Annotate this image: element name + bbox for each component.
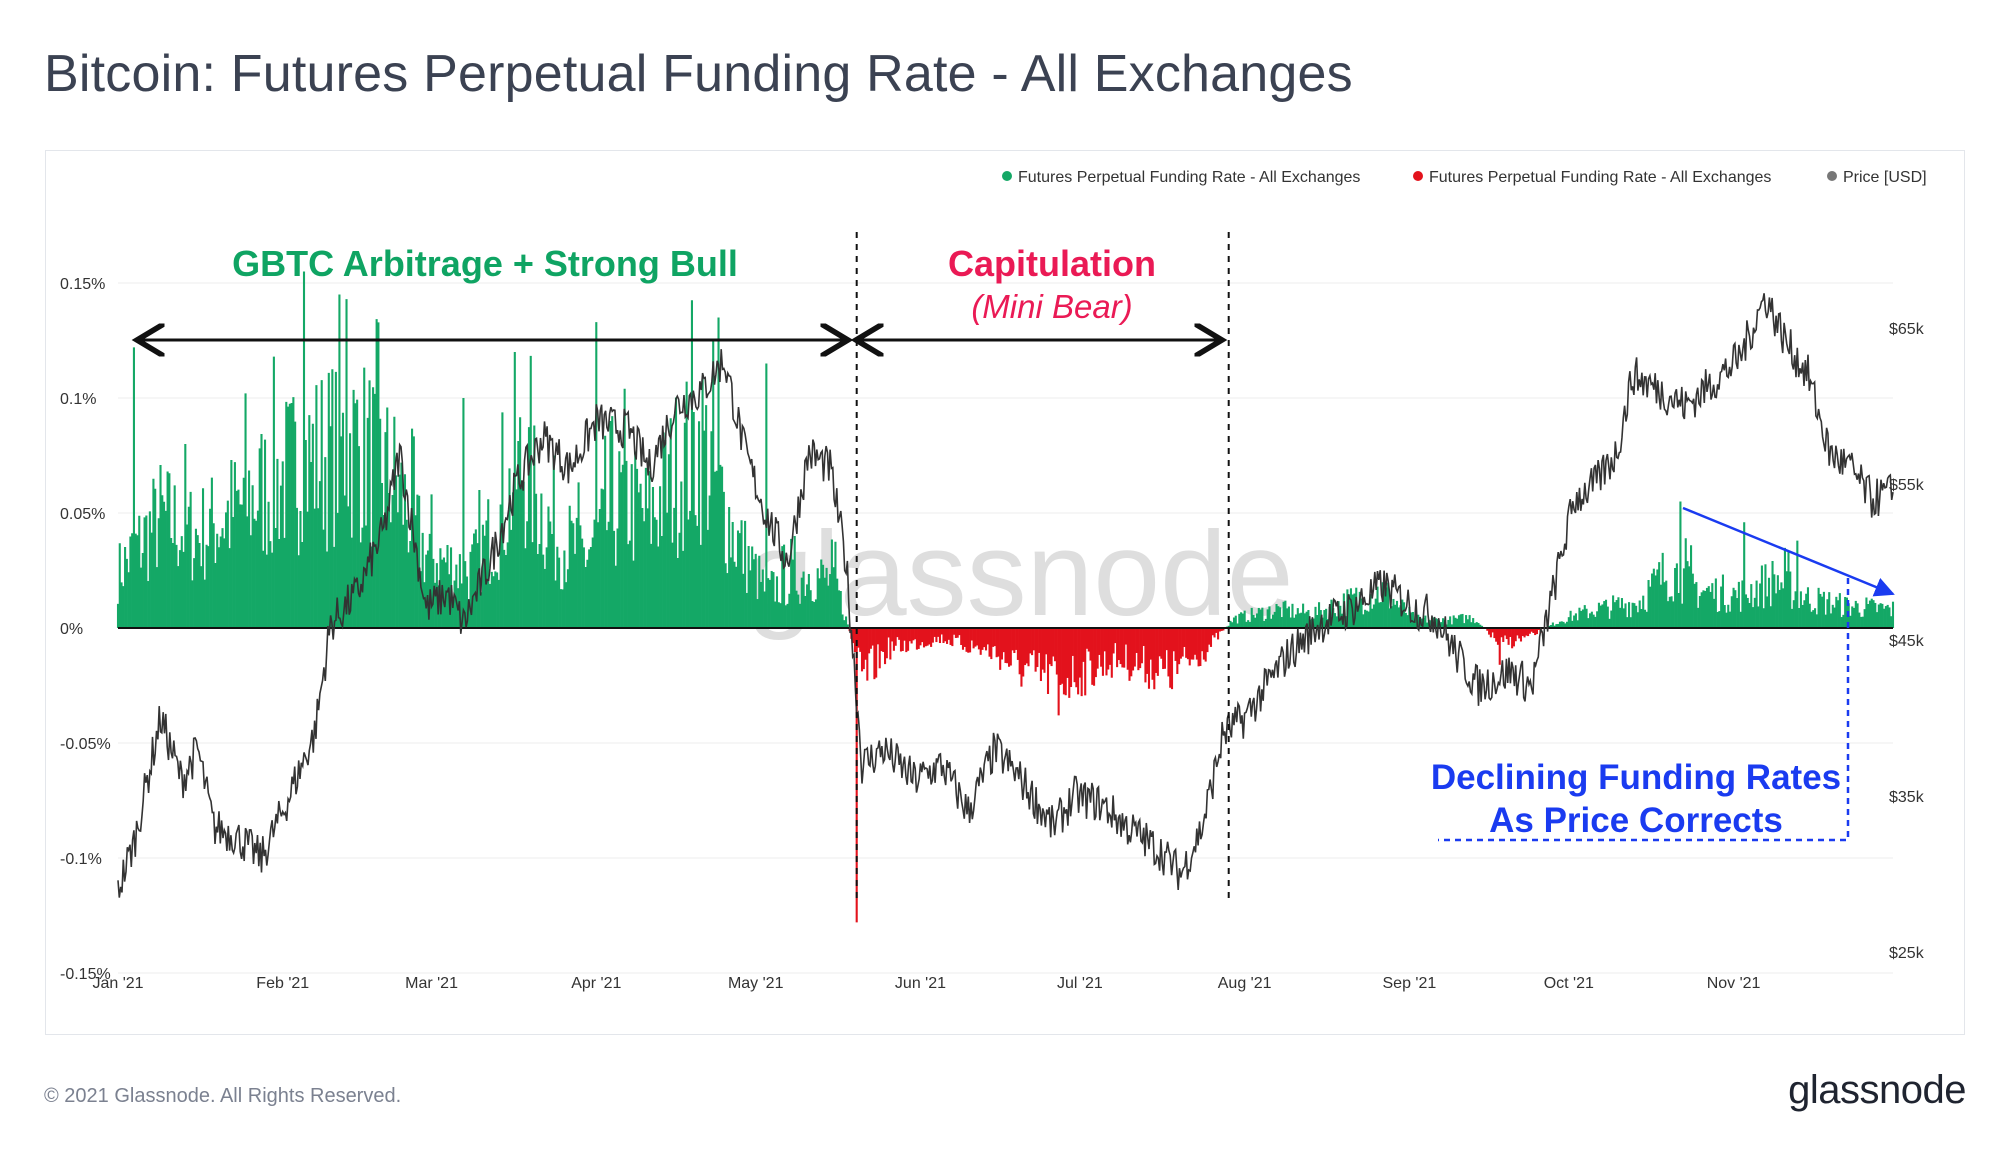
declining-trend-arrow xyxy=(1682,506,1895,597)
left-axis: 0.15% 0.1% 0.05% 0% -0.05% -0.1% -0.15% xyxy=(60,276,111,983)
declining-annotation-line1: Declining Funding Rates xyxy=(1431,758,1841,797)
left-tick-label: 0.1% xyxy=(60,391,96,408)
x-tick-label: Oct '21 xyxy=(1544,975,1594,992)
gbtc-annotation: GBTC Arbitrage + Strong Bull xyxy=(232,243,738,284)
brand-logo: glassnode xyxy=(1788,1068,1966,1112)
legend-marker-positive xyxy=(1002,171,1012,181)
right-tick-label: $35k xyxy=(1889,789,1925,806)
x-tick-label: Jul '21 xyxy=(1057,975,1103,992)
funding-bars xyxy=(116,271,1895,923)
mini-bear-annotation: (Mini Bear) xyxy=(971,288,1132,325)
x-tick-label: Mar '21 xyxy=(405,975,458,992)
page-title: Bitcoin: Futures Perpetual Funding Rate … xyxy=(44,45,1353,103)
x-tick-label: May '21 xyxy=(728,975,784,992)
gridlines xyxy=(118,282,1893,974)
left-tick-label: -0.05% xyxy=(60,736,111,753)
legend: Futures Perpetual Funding Rate - All Exc… xyxy=(1002,169,1927,186)
x-tick-label: Aug '21 xyxy=(1218,975,1272,992)
copyright-footer: © 2021 Glassnode. All Rights Reserved. xyxy=(44,1085,402,1107)
right-axis: $65k $55k $45k $35k $25k xyxy=(1889,321,1925,962)
left-tick-label: 0.05% xyxy=(60,506,105,523)
chart-panel xyxy=(45,150,1965,1035)
legend-marker-negative xyxy=(1413,171,1423,181)
price-line xyxy=(117,293,1894,898)
x-tick-label: Jan '21 xyxy=(92,975,143,992)
legend-label-negative: Futures Perpetual Funding Rate - All Exc… xyxy=(1429,169,1771,186)
legend-label-positive: Futures Perpetual Funding Rate - All Exc… xyxy=(1018,169,1360,186)
x-axis: Jan '21 Feb '21 Mar '21 Apr '21 May '21 Jun '… xyxy=(92,975,1760,992)
x-tick-label: Feb '21 xyxy=(256,975,309,992)
x-tick-label: Jun '21 xyxy=(895,975,946,992)
right-tick-label: $55k xyxy=(1889,477,1925,494)
left-tick-label: 0.15% xyxy=(60,276,105,293)
legend-marker-price xyxy=(1827,171,1837,181)
left-tick-label: 0% xyxy=(60,621,83,638)
x-tick-label: Sep '21 xyxy=(1383,975,1437,992)
left-tick-label: -0.15% xyxy=(60,966,111,983)
right-tick-label: $45k xyxy=(1889,633,1925,650)
left-tick-label: -0.1% xyxy=(60,851,102,868)
declining-annotation-line2: As Price Corrects xyxy=(1489,801,1783,840)
right-tick-label: $65k xyxy=(1889,321,1925,338)
capitulation-annotation: Capitulation xyxy=(948,243,1156,284)
right-tick-label: $25k xyxy=(1889,945,1925,962)
x-tick-label: Apr '21 xyxy=(571,975,621,992)
x-tick-label: Nov '21 xyxy=(1707,975,1761,992)
legend-label-price: Price [USD] xyxy=(1843,169,1927,186)
